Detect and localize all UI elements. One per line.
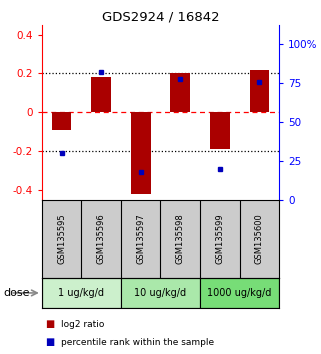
Text: 1 ug/kg/d: 1 ug/kg/d [58,288,104,298]
Text: ■: ■ [45,337,54,348]
Text: GSM135600: GSM135600 [255,213,264,264]
Text: ■: ■ [45,319,54,329]
Bar [91,78,111,113]
Text: GSM135595: GSM135595 [57,213,66,264]
Bar [170,74,190,113]
Text: GSM135599: GSM135599 [215,213,224,264]
Text: 10 ug/kg/d: 10 ug/kg/d [134,288,187,298]
Bar [52,113,71,130]
Text: 1000 ug/kg/d: 1000 ug/kg/d [207,288,272,298]
Bar [121,278,200,308]
Bar [131,113,151,194]
Text: GSM135596: GSM135596 [97,213,106,264]
Bar [42,278,121,308]
Text: GSM135598: GSM135598 [176,213,185,264]
Title: GDS2924 / 16842: GDS2924 / 16842 [102,11,219,24]
Text: dose: dose [3,288,30,298]
Bar [210,113,230,149]
Bar [200,278,279,308]
Bar [249,70,269,113]
Text: percentile rank within the sample: percentile rank within the sample [61,338,214,347]
Text: GSM135597: GSM135597 [136,213,145,264]
Text: log2 ratio: log2 ratio [61,320,104,329]
